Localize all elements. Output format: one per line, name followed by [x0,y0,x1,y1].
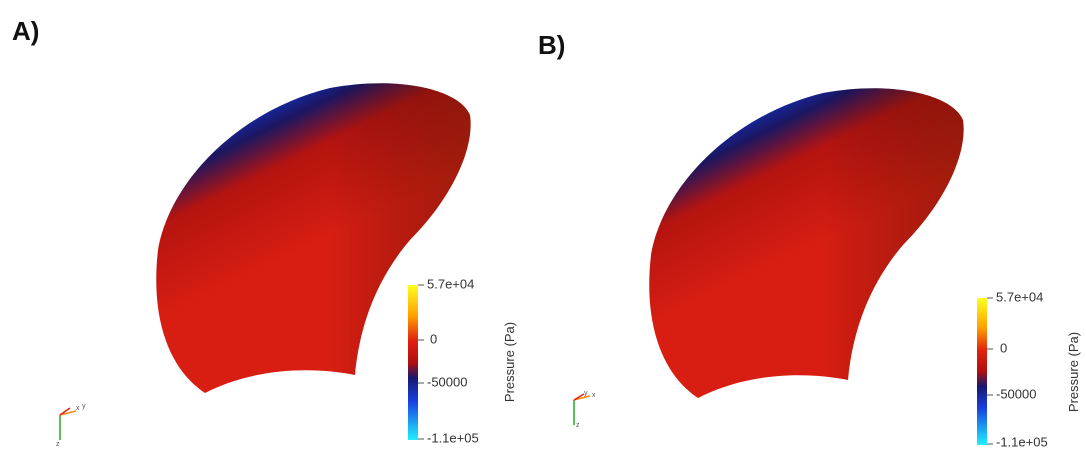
colorbar-tick: -1.1e+05 [996,434,1048,449]
colorbar-tick: 5.7e+04 [427,276,474,291]
panel-label: B) [538,30,565,60]
colorbar-tick: 0 [1000,340,1007,355]
colorbar-ticks [418,284,424,440]
colorbar [408,285,418,440]
panel-label: A) [12,16,39,46]
colorbar-ticks [987,297,993,445]
colorbar-tick: -50000 [996,386,1036,401]
colorbar-title: Pressure (Pa) [502,322,517,402]
triad-label: x [592,392,596,399]
panel-b: B) 5.7e+04 0 -50000 -1.1e+05 Pressure (P… [538,30,1081,449]
colorbar [977,298,987,445]
colorbar-tick: -50000 [427,374,467,389]
triad-label: z [56,441,60,448]
colorbar-tick: 0 [430,331,437,346]
axes-triad: x y z [56,403,86,448]
triad-label: z [576,422,580,429]
colorbar-title: Pressure (Pa) [1066,332,1081,412]
panel-a: A) 5.7e+04 0 -50000 -1.1e+05 Pressure (P… [12,16,517,448]
blade-shading [649,88,964,398]
axes-triad: y x z [573,390,596,429]
colorbar-tick: -1.1e+05 [427,430,479,445]
blade-shading [156,83,471,393]
triad-label: y [82,403,86,410]
colorbar-tick: 5.7e+04 [996,289,1043,304]
triad-label: y [584,390,588,397]
triad-label: x [76,405,80,412]
